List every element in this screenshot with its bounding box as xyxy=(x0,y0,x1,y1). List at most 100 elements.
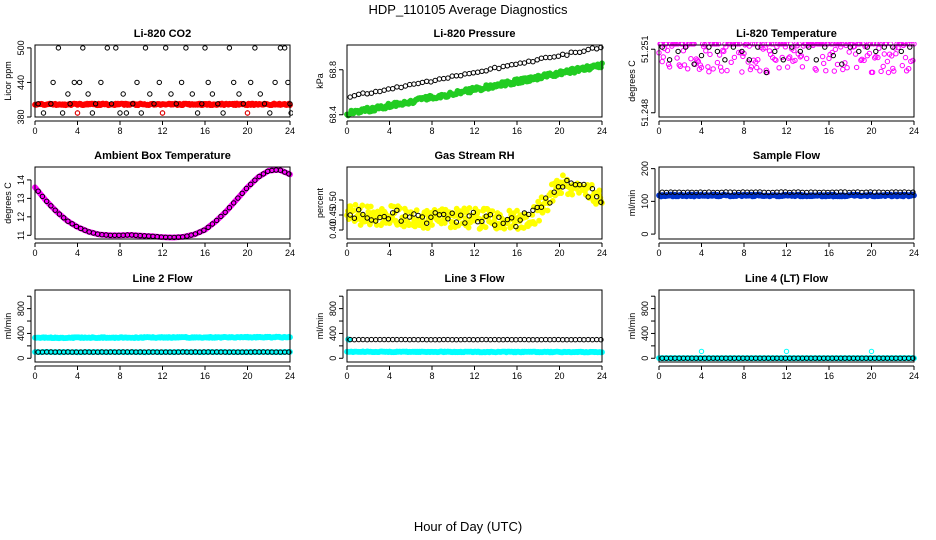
data-point xyxy=(453,219,460,225)
x-tick-label: 24 xyxy=(597,126,607,136)
data-point xyxy=(889,53,895,59)
data-point xyxy=(364,91,370,97)
data-point xyxy=(740,53,746,60)
data-point xyxy=(89,110,96,116)
data-point xyxy=(530,207,536,214)
data-point xyxy=(500,220,506,227)
data-point xyxy=(754,64,760,71)
data-point xyxy=(113,45,119,51)
data-points xyxy=(344,172,605,232)
data-point xyxy=(560,172,566,179)
y-tick-label: 800 xyxy=(640,301,650,316)
data-point xyxy=(722,57,728,63)
data-point xyxy=(666,57,673,63)
data-point xyxy=(492,222,498,228)
data-point xyxy=(288,110,293,116)
data-point xyxy=(596,187,603,194)
panel-title: Line 2 Flow xyxy=(133,273,193,285)
y-tick-label: 0.50 xyxy=(328,191,338,209)
data-point xyxy=(69,221,75,227)
data-point xyxy=(804,55,810,62)
x-tick-label: 8 xyxy=(429,371,434,381)
data-point xyxy=(465,224,472,231)
data-point xyxy=(147,91,153,97)
y-tick-label: 400 xyxy=(328,326,338,341)
x-tick-label: 24 xyxy=(285,126,295,136)
data-point xyxy=(906,66,912,72)
data-point xyxy=(910,57,916,64)
data-point xyxy=(869,69,876,76)
data-point xyxy=(192,231,199,237)
data-point xyxy=(256,173,262,180)
data-point xyxy=(285,79,291,86)
figure-title: HDP_110105 Average Diagnostics xyxy=(369,2,568,17)
data-point xyxy=(538,55,545,61)
data-point xyxy=(544,207,551,214)
data-point xyxy=(694,57,700,63)
data-point xyxy=(861,57,867,64)
data-point xyxy=(781,42,788,47)
data-point xyxy=(168,91,174,97)
x-tick-label: 20 xyxy=(242,371,252,381)
data-point xyxy=(755,57,761,63)
data-point xyxy=(173,101,180,107)
y-tick-label: 800 xyxy=(328,301,338,316)
data-points xyxy=(656,348,917,362)
data-point xyxy=(799,64,806,70)
x-tick-label: 16 xyxy=(512,248,522,258)
data-point xyxy=(526,58,532,64)
data-point xyxy=(248,181,254,188)
data-point xyxy=(134,79,140,86)
data-point xyxy=(682,44,689,50)
data-point xyxy=(411,81,417,87)
chart-panel: Gas Stream RH 0 4 8 12 16 20 24 0.400.450.50perc… xyxy=(315,150,607,258)
panel-title: Sample Flow xyxy=(753,150,821,162)
data-point xyxy=(201,227,207,233)
x-tick-label: 8 xyxy=(117,248,122,258)
x-tick-label: 0 xyxy=(344,371,349,381)
y-tick-label: 68.8 xyxy=(328,61,338,79)
data-point xyxy=(445,216,451,222)
data-point xyxy=(352,201,359,208)
x-tick-label: 24 xyxy=(285,371,295,381)
y-tick-label: 800 xyxy=(16,301,26,316)
data-point xyxy=(822,42,828,47)
y-tick-label: 400 xyxy=(640,326,650,341)
x-tick-label: 4 xyxy=(75,371,80,381)
data-point xyxy=(868,348,875,355)
data-point xyxy=(142,45,149,51)
x-tick-label: 24 xyxy=(597,248,607,258)
y-axis-label: percent xyxy=(315,187,325,218)
data-point xyxy=(698,348,705,355)
data-point xyxy=(35,188,41,194)
data-point xyxy=(839,61,845,67)
data-point xyxy=(825,42,831,47)
data-point xyxy=(880,63,886,70)
x-tick-label: 24 xyxy=(909,126,919,136)
data-points xyxy=(344,44,605,119)
data-point xyxy=(48,101,54,107)
data-point xyxy=(739,48,745,55)
data-point xyxy=(163,45,169,51)
data-point xyxy=(721,48,727,55)
data-point xyxy=(526,211,532,218)
data-point xyxy=(202,45,208,51)
data-point xyxy=(48,203,54,209)
data-point xyxy=(76,79,83,86)
data-point xyxy=(189,91,196,97)
data-point xyxy=(248,79,254,86)
data-point xyxy=(813,67,819,73)
data-point xyxy=(491,214,498,221)
panel-title: Li-820 Temperature xyxy=(736,28,837,40)
data-point xyxy=(479,68,485,75)
data-point xyxy=(581,48,587,54)
plot-frame xyxy=(346,166,603,240)
data-point xyxy=(277,45,284,51)
y-tick-label: 0 xyxy=(328,356,338,361)
data-point xyxy=(858,57,864,63)
x-tick-label: 20 xyxy=(242,248,252,258)
data-point xyxy=(866,50,873,57)
panel-title: Line 4 (LT) Flow xyxy=(745,273,828,285)
data-point xyxy=(747,66,754,73)
data-point xyxy=(775,42,781,47)
